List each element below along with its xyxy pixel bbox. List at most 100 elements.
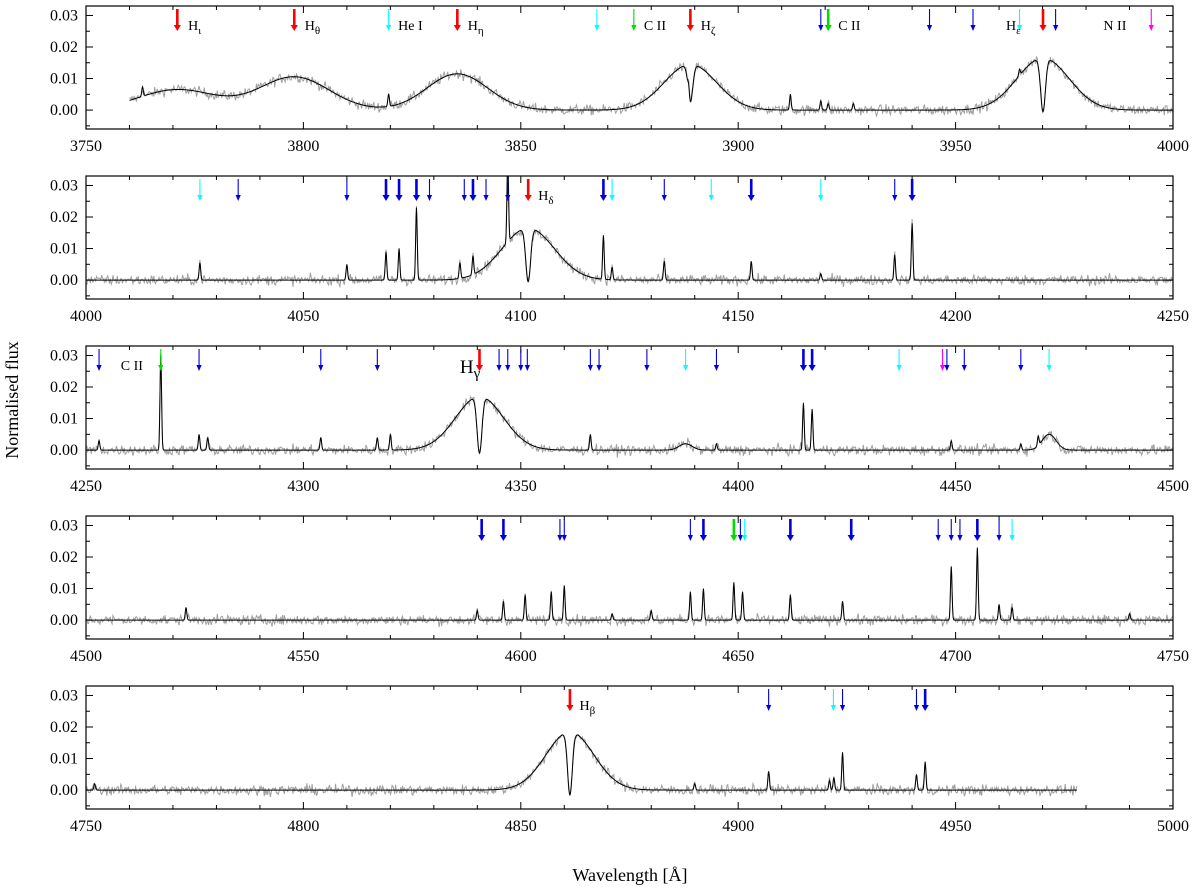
x-tick-label: 4500 bbox=[70, 648, 102, 665]
y-tick-label: 0.00 bbox=[50, 272, 78, 289]
other-line-marker bbox=[524, 349, 530, 371]
other-line-marker bbox=[839, 689, 846, 711]
ion-label: Hε bbox=[1006, 19, 1021, 37]
y-tick-label: 0.02 bbox=[50, 379, 78, 396]
carbon-line-marker bbox=[631, 9, 637, 31]
other-line-marker bbox=[426, 179, 433, 201]
other-line-marker bbox=[944, 349, 950, 371]
other-line-marker bbox=[747, 179, 755, 201]
y-tick-label: 0.02 bbox=[50, 39, 78, 56]
spectrum-panel-4: 4500 4550 4600 4650 4700 4750 0.00 0.01 0.02 0.03 bbox=[50, 515, 1189, 665]
other-line-marker bbox=[599, 179, 608, 201]
y-tick-label: 0.03 bbox=[50, 517, 78, 534]
ion-label: Hθ bbox=[305, 19, 320, 37]
panel-frame bbox=[85, 175, 1174, 300]
y-tick-label: 0.00 bbox=[50, 612, 78, 629]
helium-line-marker bbox=[708, 179, 714, 201]
y-tick-label: 0.03 bbox=[50, 177, 78, 194]
other-line-marker bbox=[687, 519, 693, 541]
other-line-marker bbox=[713, 349, 720, 371]
x-tick-label: 4500 bbox=[1157, 478, 1189, 495]
other-line-marker bbox=[913, 689, 920, 711]
x-tick-label: 4100 bbox=[505, 308, 537, 325]
spectrum-panel-1: 3750 3800 3850 3900 3950 4000 0.00 0.01 0.02 0.03… bbox=[50, 5, 1189, 155]
x-tick-label: 4750 bbox=[1157, 648, 1189, 665]
other-line-marker bbox=[766, 689, 772, 711]
x-tick-label: 4200 bbox=[940, 308, 972, 325]
spectrum-panel-5: 4750 4800 4850 4900 4950 5000 0.00 0.01 0.02 0.03… bbox=[50, 685, 1189, 835]
other-line-marker bbox=[587, 349, 593, 371]
other-line-marker bbox=[518, 349, 524, 371]
other-line-marker bbox=[557, 519, 563, 541]
other-line-marker bbox=[318, 349, 324, 371]
spectrum-panel-3: 4250 4300 4350 4400 4450 4500 0.00 0.01 0.02 0.03… bbox=[50, 345, 1189, 495]
x-tick-label: 4800 bbox=[287, 818, 319, 835]
x-tick-label: 4900 bbox=[722, 818, 754, 835]
x-tick-label: 4000 bbox=[1157, 138, 1189, 155]
balmer-line-marker bbox=[686, 9, 694, 31]
x-tick-label: 4850 bbox=[505, 818, 537, 835]
x-tick-label: 4550 bbox=[287, 648, 319, 665]
x-tick-label: 4650 bbox=[722, 648, 754, 665]
x-tick-label: 4600 bbox=[505, 648, 537, 665]
other-line-marker bbox=[344, 179, 350, 201]
other-line-marker bbox=[496, 349, 502, 371]
other-line-marker bbox=[661, 179, 667, 201]
other-line-marker bbox=[478, 519, 486, 541]
observed-spectrum-line bbox=[86, 176, 1173, 289]
ion-label: Hη bbox=[468, 19, 484, 37]
helium-line-marker bbox=[682, 349, 689, 371]
y-tick-label: 0.00 bbox=[50, 102, 78, 119]
other-line-marker bbox=[847, 519, 855, 541]
x-tick-label: 4350 bbox=[505, 478, 537, 495]
model-spectrum-line bbox=[86, 547, 1173, 621]
other-line-marker bbox=[921, 689, 929, 711]
panel-frame bbox=[85, 345, 1174, 470]
other-line-marker bbox=[926, 9, 933, 31]
helium-line-marker bbox=[1046, 349, 1052, 371]
other-line-marker bbox=[799, 349, 808, 371]
ion-label: Hγ bbox=[460, 357, 481, 382]
ion-label: Hι bbox=[188, 19, 201, 37]
ion-label: He I bbox=[398, 19, 423, 34]
other-line-marker bbox=[948, 519, 954, 541]
nitrogen-line-marker bbox=[1148, 9, 1154, 31]
x-tick-label: 4700 bbox=[940, 648, 972, 665]
balmer-line-marker bbox=[566, 689, 574, 711]
other-line-marker bbox=[505, 179, 511, 201]
ion-label: Hδ bbox=[538, 189, 553, 207]
carbon-line-marker bbox=[824, 9, 832, 31]
other-line-marker bbox=[961, 349, 967, 371]
balmer-line-marker bbox=[173, 9, 181, 31]
other-line-marker bbox=[935, 519, 941, 541]
helium-line-marker bbox=[609, 179, 615, 201]
x-tick-label: 4050 bbox=[287, 308, 319, 325]
y-tick-label: 0.02 bbox=[50, 719, 78, 736]
other-line-marker bbox=[395, 179, 403, 201]
balmer-line-marker bbox=[1039, 9, 1047, 31]
x-tick-label: 4400 bbox=[722, 478, 754, 495]
other-line-marker bbox=[699, 519, 708, 541]
other-line-marker bbox=[96, 349, 102, 371]
other-line-marker bbox=[892, 179, 898, 201]
model-spectrum-line bbox=[129, 60, 1173, 113]
ion-label: Hζ bbox=[701, 19, 716, 37]
model-spectrum-line bbox=[86, 734, 1077, 797]
ion-label: C II bbox=[644, 19, 667, 34]
helium-line-marker bbox=[830, 689, 837, 711]
ion-label: C II bbox=[121, 359, 144, 374]
other-line-marker bbox=[996, 519, 1002, 541]
y-tick-label: 0.03 bbox=[50, 7, 78, 24]
x-tick-label: 4450 bbox=[940, 478, 972, 495]
x-tick-label: 4250 bbox=[70, 478, 102, 495]
x-tick-label: 4150 bbox=[722, 308, 754, 325]
other-line-marker bbox=[973, 519, 981, 541]
x-tick-label: 3800 bbox=[287, 138, 319, 155]
helium-line-marker bbox=[594, 9, 600, 31]
y-tick-label: 0.01 bbox=[50, 581, 78, 598]
other-line-marker bbox=[957, 519, 963, 541]
y-tick-label: 0.01 bbox=[50, 411, 78, 428]
ion-label: C II bbox=[838, 19, 861, 34]
other-line-marker bbox=[505, 349, 511, 371]
x-tick-label: 3750 bbox=[70, 138, 102, 155]
